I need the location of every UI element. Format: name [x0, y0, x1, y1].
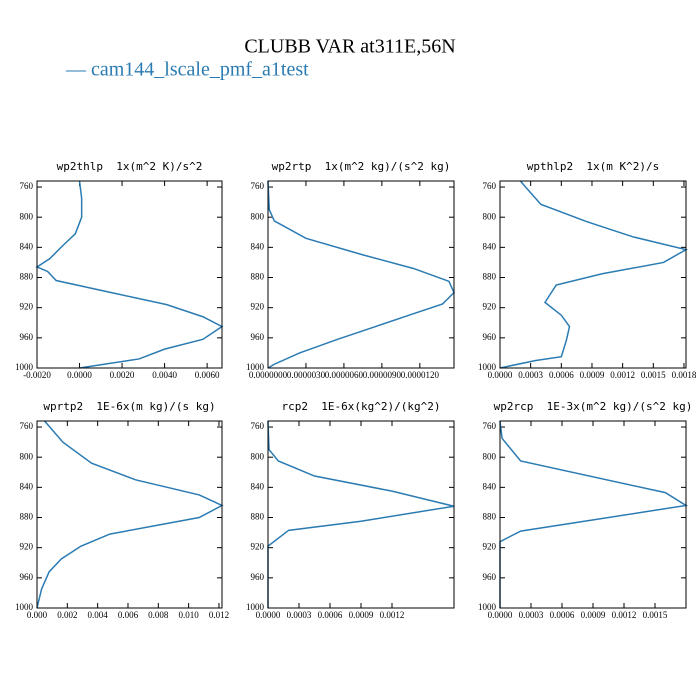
y-tick-label: 1000	[15, 362, 34, 372]
y-tick-label: 1000	[246, 362, 265, 372]
y-tick-label: 880	[20, 272, 34, 282]
x-tick-label: 0.0015	[641, 370, 666, 380]
x-tick-label: 0.004	[88, 610, 109, 620]
x-tick-label: 0.0000000	[249, 370, 288, 380]
x-tick-label: 0.0000	[488, 370, 513, 380]
y-tick-label: 800	[251, 451, 265, 461]
panel-title: wprtp2 1E-6x(m kg)/(s kg)	[43, 400, 215, 413]
panel-title: wp2rtp 1x(m^2 kg)/(s^2 kg)	[272, 160, 451, 173]
y-tick-label: 760	[483, 181, 497, 191]
y-tick-label: 960	[483, 572, 497, 582]
y-tick-label: 920	[483, 542, 497, 552]
x-tick-label: 0.0006	[318, 610, 343, 620]
y-tick-label: 1000	[478, 362, 497, 372]
y-tick-label: 760	[20, 421, 34, 431]
y-tick-label: 760	[251, 421, 265, 431]
profile-line	[36, 420, 224, 609]
y-tick-label: 880	[483, 272, 497, 282]
x-tick-label: 0.0000120	[401, 370, 440, 380]
legend-entry: — cam144_lscale_pmf_a1test	[65, 59, 309, 81]
y-tick-label: 800	[483, 451, 497, 461]
x-tick-label: -0.0020	[23, 370, 51, 380]
y-tick-label: 800	[251, 211, 265, 221]
y-tick-label: 1000	[246, 602, 265, 612]
y-tick-label: 840	[20, 481, 34, 491]
x-tick-label: 0.0040	[152, 370, 177, 380]
x-tick-label: 0.0012	[612, 610, 637, 620]
x-tick-label: 0.0009	[580, 370, 605, 380]
plot-frame	[499, 180, 687, 369]
y-tick-label: 840	[20, 241, 34, 251]
y-tick-label: 880	[20, 512, 34, 522]
y-tick-label: 960	[20, 332, 34, 342]
x-tick-label: 0.0003	[287, 610, 312, 620]
y-tick-label: 1000	[15, 602, 34, 612]
x-tick-label: 0.0000060	[325, 370, 364, 380]
y-tick-label: 760	[20, 181, 34, 191]
panel-title: wp2rcp 1E-3x(m^2 kg)/(s^2 kg)	[494, 400, 693, 413]
y-tick-label: 920	[483, 302, 497, 312]
y-tick-label: 880	[251, 272, 265, 282]
y-tick-label: 920	[251, 542, 265, 552]
plot-frame	[267, 420, 455, 609]
x-tick-label: 0.0012	[610, 370, 635, 380]
y-tick-label: 760	[251, 181, 265, 191]
profile-line	[267, 420, 455, 608]
x-tick-label: 0.0009	[349, 610, 374, 620]
y-tick-label: 920	[20, 542, 34, 552]
y-tick-label: 880	[251, 512, 265, 522]
x-tick-label: 0.0003	[518, 370, 543, 380]
y-tick-label: 800	[20, 451, 34, 461]
y-tick-label: 960	[251, 332, 265, 342]
y-tick-label: 960	[20, 572, 34, 582]
x-tick-label: 0.0006	[550, 610, 575, 620]
x-tick-label: 0.000	[27, 610, 48, 620]
y-tick-label: 920	[251, 302, 265, 312]
x-tick-label: 0.0018	[672, 370, 697, 380]
x-tick-label: 0.0060	[195, 370, 220, 380]
plot-frame	[499, 420, 687, 609]
plot-frame	[36, 420, 223, 609]
panel-title: wpthlp2 1x(m K^2)/s	[527, 160, 659, 173]
y-tick-label: 920	[20, 302, 34, 312]
x-tick-label: 0.0000	[256, 610, 281, 620]
plot-frame	[267, 180, 455, 369]
y-tick-label: 800	[20, 211, 34, 221]
x-tick-label: 0.010	[179, 610, 200, 620]
x-tick-label: 0.0012	[380, 610, 405, 620]
x-tick-label: 0.0000030	[287, 370, 326, 380]
y-tick-label: 840	[483, 241, 497, 251]
y-tick-label: 960	[483, 332, 497, 342]
x-tick-label: 0.0020	[110, 370, 135, 380]
profile-line	[35, 180, 224, 369]
x-tick-label: 0.0006	[549, 370, 574, 380]
x-tick-label: 0.0009	[581, 610, 606, 620]
y-tick-label: 840	[483, 481, 497, 491]
figure-title: CLUBB VAR at311E,56N	[244, 36, 455, 58]
x-tick-label: 0.0000	[67, 370, 92, 380]
panel-title: wp2thlp 1x(m^2 K)/s^2	[57, 160, 203, 173]
y-tick-label: 760	[483, 421, 497, 431]
plot-frame	[36, 180, 223, 369]
y-tick-label: 880	[483, 512, 497, 522]
panel-title: rcp2 1E-6x(kg^2)/(kg^2)	[282, 400, 441, 413]
x-tick-label: 0.002	[57, 610, 77, 620]
x-tick-label: 0.0000090	[363, 370, 402, 380]
x-tick-label: 0.0015	[643, 610, 668, 620]
profile-line	[499, 180, 689, 369]
x-tick-label: 0.0003	[519, 610, 544, 620]
x-tick-label: 0.012	[209, 610, 229, 620]
y-tick-label: 840	[251, 481, 265, 491]
y-tick-label: 840	[251, 241, 265, 251]
y-tick-label: 960	[251, 572, 265, 582]
y-tick-label: 1000	[478, 602, 497, 612]
y-tick-label: 800	[483, 211, 497, 221]
profile-line	[499, 420, 689, 608]
x-tick-label: 0.008	[148, 610, 169, 620]
x-tick-label: 0.0000	[488, 610, 513, 620]
x-tick-label: 0.006	[118, 610, 139, 620]
